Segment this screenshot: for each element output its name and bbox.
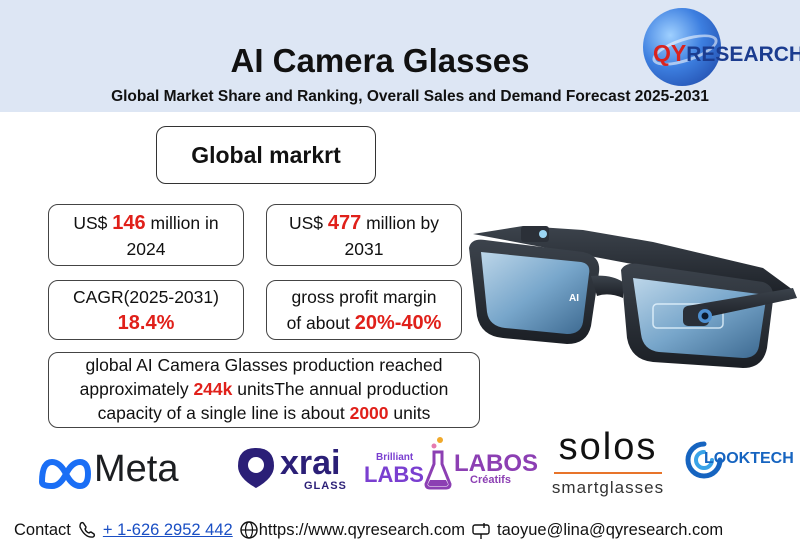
line-capacity-value: 2000 [349, 403, 389, 423]
brilliant-labs-small-text: Brilliant [376, 452, 414, 463]
qyresearch-logo-text: QYRESEARCH [653, 40, 800, 67]
qyresearch-logo[interactable]: QYRESEARCH [633, 6, 800, 92]
market-2031-line2: 2031 [344, 239, 384, 259]
meta-infinity-icon [39, 458, 92, 490]
solos-logo[interactable]: solos smartglasses [548, 426, 668, 498]
xrai-logo-text: xrai [280, 444, 341, 482]
production-units-value: 244k [193, 379, 233, 399]
xrai-pin-icon [238, 448, 274, 488]
page-title: AI Camera Glasses [230, 42, 530, 79]
market-2024-value: 146 [112, 212, 146, 234]
market-2031-value: 477 [327, 212, 362, 234]
gross-margin-box: gross profit margin of about 20%-40% [266, 280, 462, 340]
brilliant-labs-text: LABS [364, 462, 424, 487]
ai-camera-glasses-image: AI [469, 226, 797, 368]
looktech-swirl-icon [685, 441, 723, 479]
production-line3: capacity of a single line is about 2000 … [97, 403, 431, 423]
production-box: global AI Camera Glasses production reac… [48, 352, 480, 428]
labos-logo-subtext: Créatifs [470, 474, 511, 486]
gross-margin-value: 20%-40% [354, 312, 442, 334]
contact-label: Contact [14, 520, 71, 539]
logo-y: Y [670, 40, 687, 66]
phone-link[interactable]: + 1-626 2952 442 [102, 520, 233, 539]
contact-bar: Contact + 1-626 2952 442 https://www.qyr… [14, 518, 794, 542]
website-link[interactable]: https://www.qyresearch.com [258, 520, 466, 539]
web-globe-icon [240, 521, 258, 539]
gross-margin-line2: of about 20%-40% [286, 312, 442, 334]
phone-icon [79, 521, 95, 538]
cagr-box: CAGR(2025-2031) 18.4% [48, 280, 244, 340]
global-market-label: Global markrt [191, 142, 341, 168]
logo-q: Q [653, 40, 671, 66]
labos-logo-text: LABOS [454, 450, 538, 477]
looktech-logo-text: LOOKTECH [704, 450, 794, 467]
market-2024-box: US$ 146 million in 2024 [48, 204, 244, 266]
logo-research: RESEARCH [686, 43, 800, 66]
looktech-logo[interactable]: LOOKTECH [684, 440, 794, 484]
market-2024-line2: 2024 [126, 239, 166, 259]
svg-text:AI: AI [569, 293, 579, 304]
cagr-value: 18.4% [117, 312, 175, 334]
production-line1: global AI Camera Glasses production reac… [85, 355, 443, 375]
email-link[interactable]: taoyue@lina@qyresearch.com [497, 520, 724, 539]
market-2024-line1: US$ 146 million in [73, 212, 219, 234]
top-camera-module [521, 226, 549, 242]
solos-logo-divider [554, 472, 662, 474]
brilliant-labs-logo[interactable]: Brilliant LABS [364, 452, 424, 492]
page-subtitle: Global Market Share and Ranking, Overall… [111, 88, 709, 105]
market-2031-line1: US$ 477 million by [288, 212, 440, 234]
meta-logo[interactable]: Meta [38, 448, 210, 492]
xrai-logo-subtext: GLASS [304, 480, 347, 492]
labos-creatifs-logo[interactable]: LABOS Créatifs [424, 436, 538, 494]
market-2031-box: US$ 477 million by 2031 [266, 204, 462, 266]
cagr-label: CAGR(2025-2031) [73, 287, 219, 307]
global-market-box: Global markrt [156, 126, 376, 184]
xrai-glass-logo[interactable]: xrai GLASS [236, 444, 356, 494]
globe-icon [643, 8, 721, 86]
gross-margin-line1: gross profit margin [291, 287, 437, 307]
solos-logo-text: solos [558, 426, 658, 468]
mailbox-icon [472, 523, 490, 539]
solos-logo-subtext: smartglasses [551, 478, 665, 497]
meta-logo-text: Meta [94, 448, 179, 490]
flask-icon [424, 437, 452, 490]
production-line2: approximately 244k unitsThe annual produ… [79, 379, 449, 399]
